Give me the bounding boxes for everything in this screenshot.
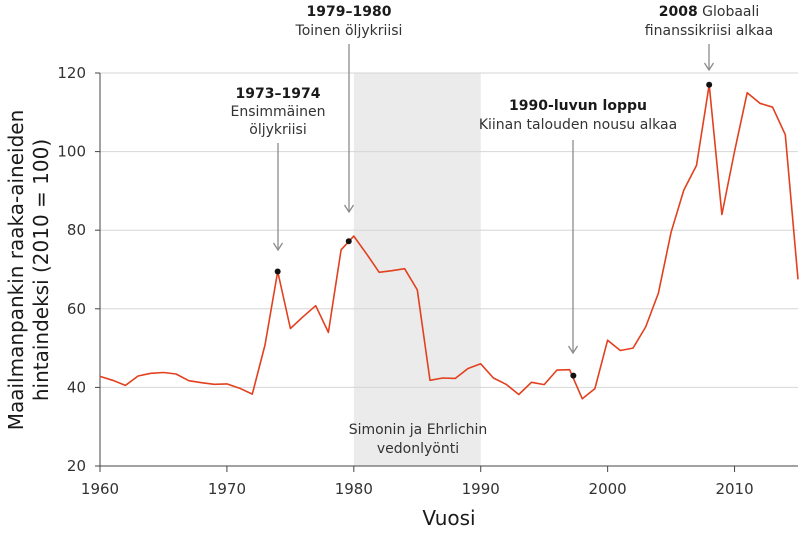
annotation-fin-point xyxy=(706,81,713,88)
y-tick-label-20: 20 xyxy=(67,457,86,475)
annotation-oil1-title: 1973–1974 xyxy=(236,86,321,102)
x-tick-label-1960: 1960 xyxy=(81,480,119,498)
x-tick-label-2010: 2010 xyxy=(715,480,753,498)
axes: 20 40 60 80 100 120 1960 1970 1980 1990 2000 2010 xyxy=(57,64,798,498)
x-tick-label-2000: 2000 xyxy=(589,480,627,498)
annotation-oil1-line-2: öljykriisi xyxy=(249,122,306,138)
shaded-region-rect xyxy=(353,73,481,466)
annotation-arrows xyxy=(272,44,715,355)
annotation-oil2-point xyxy=(345,238,352,245)
y-tick-label-60: 60 xyxy=(67,300,86,318)
shaded-region-label-line-2: vedonlyönti xyxy=(377,441,459,457)
annotation-china-line-1: Kiinan talouden nousu alkaa xyxy=(479,117,677,133)
annotation-points xyxy=(274,81,713,379)
x-tick-label-1980: 1980 xyxy=(335,480,373,498)
annotation-fin-year: 2008 xyxy=(659,4,698,20)
annotation-china-arrow-head xyxy=(567,345,579,355)
annotation-fin-title-rest: Globaali xyxy=(698,4,760,20)
y-tick-label-100: 100 xyxy=(57,143,86,161)
annotation-fin-line-1: finanssikriisi alkaa xyxy=(645,23,773,39)
y-tick-label-80: 80 xyxy=(67,221,86,239)
annotation-oil2-title: 1979–1980 xyxy=(307,4,392,20)
grid-lines xyxy=(100,72,798,388)
x-tick-label-1990: 1990 xyxy=(462,480,500,498)
annotation-oil2-arrow-head xyxy=(343,204,355,214)
annotation-china-point xyxy=(570,372,577,379)
y-tick-label-40: 40 xyxy=(67,378,86,396)
y-axis-title-line-2: hintaindeksi (2010 = 100) xyxy=(29,139,53,401)
series-layer xyxy=(99,84,799,400)
annotation-oil1-line-1: Ensimmäinen xyxy=(230,104,325,120)
y-axis-title-line-1: Maailmanpankin raaka-aineiden xyxy=(4,110,28,431)
x-axis-title: Vuosi xyxy=(422,506,475,530)
annotation-china-title: 1990-luvun loppu xyxy=(509,98,647,114)
annotation-fin-arrow-head xyxy=(703,62,715,72)
annotation-oil1-point xyxy=(274,268,281,275)
annotation-oil1-arrow-head xyxy=(272,242,284,252)
shaded-region xyxy=(353,73,481,466)
x-tick-label-1970: 1970 xyxy=(208,480,246,498)
annotation-fin-title: 2008 Globaali xyxy=(659,4,760,20)
shaded-region-label-line-1: Simonin ja Ehrlichin xyxy=(349,422,488,438)
annotation-oil2-line-1: Toinen öljykriisi xyxy=(295,23,403,39)
series-line xyxy=(99,84,799,400)
y-tick-label-120: 120 xyxy=(57,64,86,82)
